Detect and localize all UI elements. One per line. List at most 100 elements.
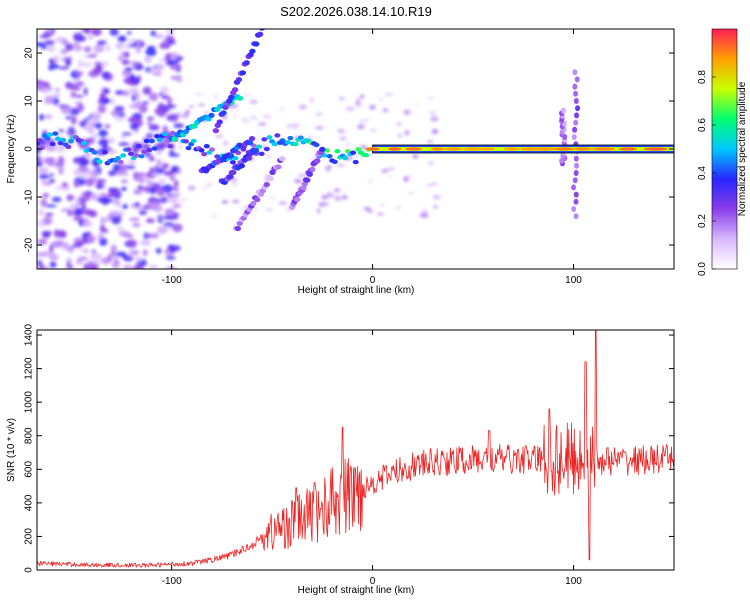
noise-blob (49, 173, 55, 177)
noise-blob (52, 93, 61, 98)
noise-blob (96, 40, 104, 45)
noise-blob (72, 157, 81, 164)
noise-blob (42, 231, 51, 239)
snr-y-tick-label: 1000 (24, 391, 35, 414)
band-blob (235, 150, 242, 156)
branch-blob (238, 163, 245, 169)
noise-blob (86, 178, 92, 187)
branch-blob (235, 76, 243, 83)
noise-blob (427, 97, 434, 100)
noise-blob (202, 187, 206, 190)
noise-blob (77, 59, 83, 68)
spectrogram-y-tick-label: -10 (24, 189, 35, 204)
noise-blob (223, 140, 228, 146)
noise-blob (295, 179, 303, 184)
band-blob (37, 138, 43, 143)
band-blob (44, 136, 51, 141)
noise-blob (56, 164, 64, 172)
snr-panel: -100 0 100 0 200 400 600 800 1000 1200 1400 Heigh… (6, 323, 675, 596)
colorbar-tick-label: 0.0 (697, 262, 708, 276)
noise-blob (148, 92, 159, 102)
noise-blob (106, 149, 119, 155)
noise-blob (431, 128, 439, 135)
noise-blob (80, 62, 93, 67)
snr-y-tick-label: 1200 (24, 357, 35, 380)
spectrogram-noise (37, 29, 441, 269)
noise-blob (103, 256, 108, 266)
noise-blob (376, 212, 384, 216)
branch-blob (267, 175, 274, 182)
noise-blob (141, 178, 151, 183)
snr-x-tick-label: 0 (370, 576, 376, 587)
branch-blob (208, 112, 215, 118)
noise-blob (357, 124, 365, 130)
noise-blob (143, 56, 152, 64)
noise-blob (134, 77, 140, 85)
noise-blob (112, 163, 120, 173)
band-blob (287, 135, 294, 141)
noise-blob (396, 122, 402, 126)
band-blob (133, 153, 140, 158)
noise-blob (127, 159, 137, 165)
noise-blob (213, 93, 218, 99)
band-blob (114, 155, 121, 161)
snr-y-tick-label: 600 (24, 461, 35, 478)
band-blob (188, 142, 195, 147)
branch-blob (249, 48, 256, 54)
noise-blob (40, 45, 48, 50)
noise-blob (100, 216, 106, 226)
noise-blob (89, 264, 97, 269)
noise-blob (265, 207, 274, 212)
noise-blob (80, 29, 92, 32)
noise-blob (429, 111, 436, 115)
spike-blob (571, 134, 577, 140)
noise-blob (361, 118, 371, 122)
noise-blob (134, 202, 141, 207)
noise-blob (249, 100, 258, 104)
noise-blob (135, 46, 142, 54)
noise-blob (172, 212, 180, 217)
colorbar-tick-label: 0.4 (697, 166, 708, 180)
noise-blob (48, 253, 59, 261)
noise-blob (171, 193, 181, 197)
noise-blob (108, 170, 117, 176)
noise-blob (128, 248, 134, 258)
band-blob (167, 143, 174, 149)
snr-y-tick-label: 1400 (24, 323, 35, 346)
noise-blob (87, 234, 96, 244)
spectrogram-y-tick-label: 10 (24, 95, 35, 107)
band-blob (96, 159, 103, 164)
noise-blob (321, 195, 329, 200)
band-blob (334, 148, 341, 154)
noise-blob (43, 181, 52, 186)
noise-blob (172, 204, 181, 209)
noise-blob (221, 200, 229, 204)
noise-blob (49, 261, 57, 268)
noise-blob (357, 120, 366, 124)
noise-blob (118, 141, 130, 147)
noise-blob (355, 97, 361, 103)
noise-blob (202, 111, 211, 114)
noise-blob (291, 123, 300, 127)
noise-blob (152, 232, 159, 239)
noise-blob (38, 114, 45, 121)
ridge-hotspot (618, 147, 637, 151)
colorbar-label: Normalized spectral amplitude (737, 81, 748, 216)
noise-blob (432, 205, 439, 209)
ridge-hotspot (643, 147, 669, 151)
branch-blob (256, 31, 264, 37)
ridge-hotspot (405, 147, 422, 151)
band-blob (185, 145, 192, 151)
ridge-hotspot (387, 147, 402, 151)
noise-blob (99, 224, 106, 233)
branch-blob (253, 196, 261, 203)
noise-blob (77, 256, 89, 261)
noise-blob (125, 43, 131, 51)
band-blob (229, 160, 236, 165)
spike-blob (574, 162, 580, 169)
noise-blob (384, 168, 390, 172)
noise-blob (120, 36, 126, 41)
branch-blob (248, 135, 256, 142)
colorbar-tick-label: 0.6 (697, 118, 708, 132)
noise-blob (37, 82, 45, 91)
